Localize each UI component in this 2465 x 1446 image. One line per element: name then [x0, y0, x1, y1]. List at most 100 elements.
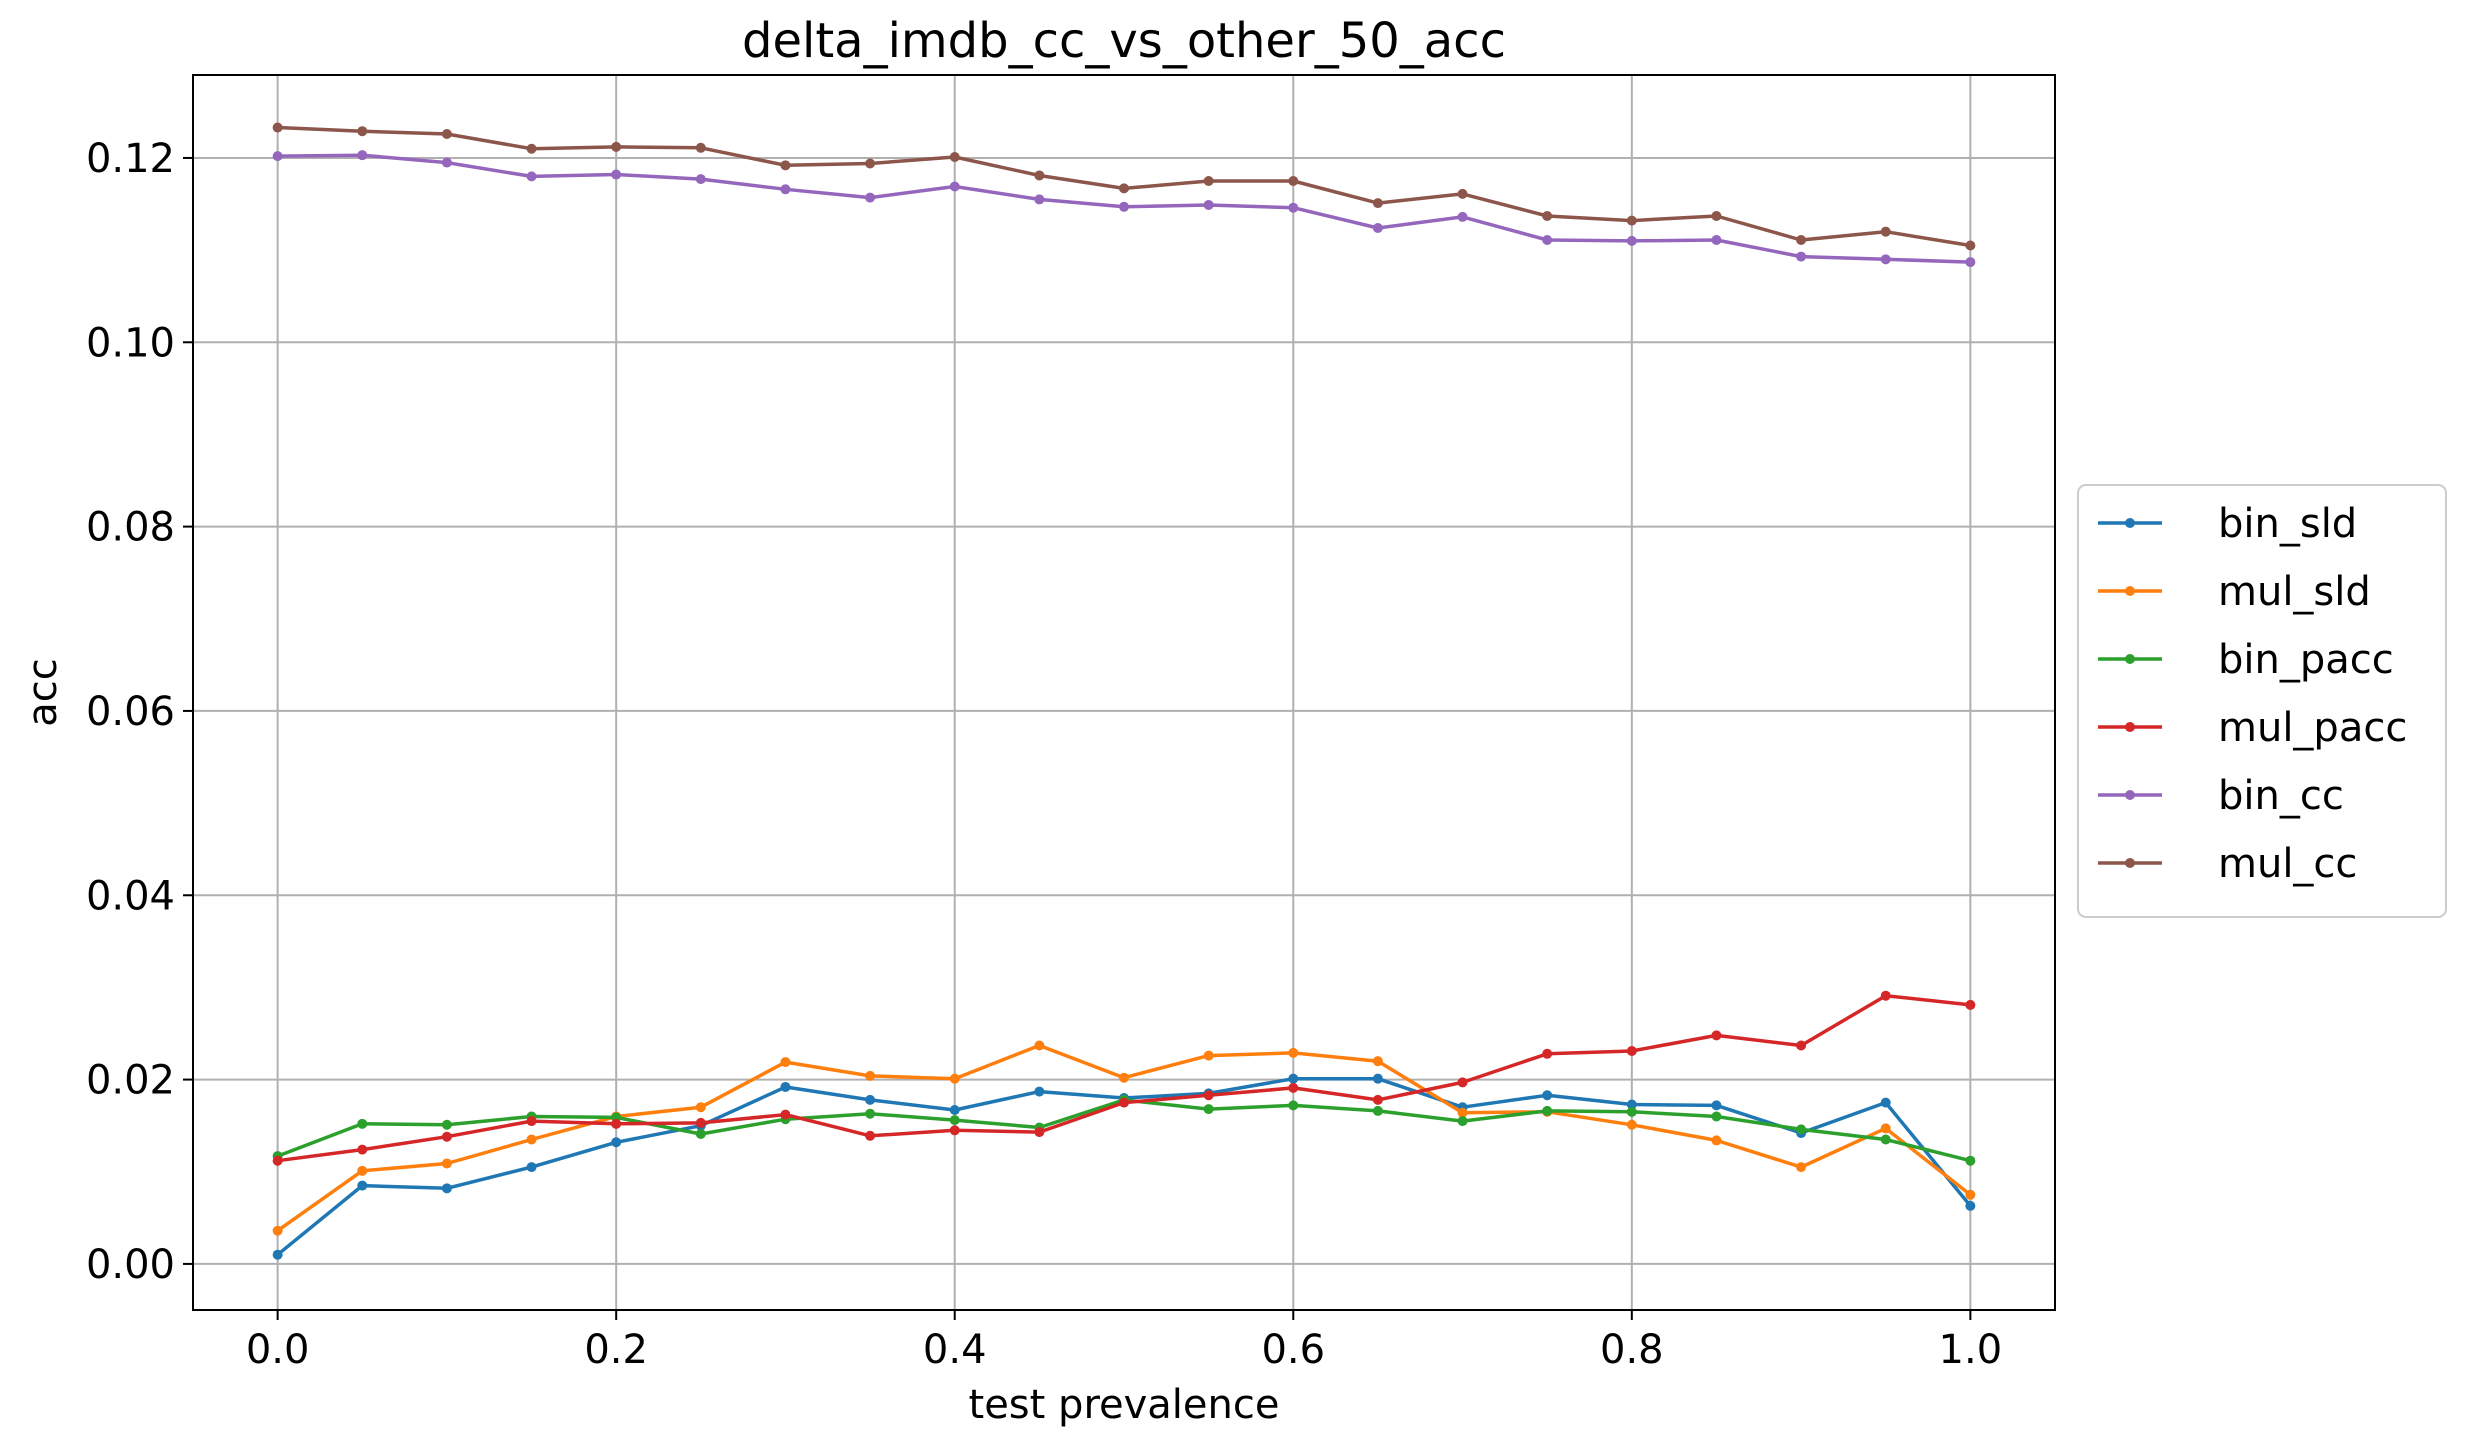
data-point — [272, 1155, 283, 1166]
data-point — [272, 1249, 283, 1260]
data-point — [865, 192, 876, 203]
data-point — [1626, 1046, 1637, 1057]
data-point — [1542, 1105, 1553, 1116]
x-tick-label: 0.8 — [1600, 1327, 1664, 1373]
data-point — [1626, 1099, 1637, 1110]
data-point — [1457, 1116, 1468, 1127]
data-point — [1372, 1073, 1383, 1084]
y-axis-label: acc — [20, 658, 66, 727]
data-point — [1119, 201, 1129, 212]
data-point — [1880, 226, 1891, 237]
data-point — [780, 1057, 791, 1068]
data-point — [272, 122, 283, 133]
y-tick-label: 0.06 — [86, 689, 175, 735]
legend-marker — [2125, 518, 2135, 528]
data-point — [526, 171, 537, 182]
data-point — [1372, 1056, 1383, 1067]
legend-marker — [2125, 858, 2135, 868]
data-point — [611, 1118, 622, 1129]
data-point — [780, 160, 791, 171]
data-point — [1626, 235, 1637, 246]
data-point — [1965, 1155, 1976, 1166]
data-point — [1626, 1119, 1637, 1130]
legend-box — [2077, 484, 2447, 918]
data-point — [695, 174, 706, 185]
data-point — [357, 1144, 368, 1155]
data-point — [1626, 215, 1637, 226]
data-point — [1034, 1127, 1045, 1138]
data-point — [1965, 999, 1976, 1010]
data-point — [1711, 1030, 1722, 1041]
data-point — [1034, 170, 1045, 181]
data-point — [1880, 1134, 1891, 1145]
data-point — [441, 1183, 452, 1194]
legend-label: mul_pacc — [2218, 705, 2407, 751]
legend-item: mul_sld — [2098, 569, 2371, 615]
data-point — [526, 1116, 537, 1127]
data-point — [1372, 198, 1383, 209]
data-point — [949, 1073, 960, 1084]
data-point — [1711, 1100, 1722, 1111]
legend: bin_sld mul_sld bin_pacc mul_pacc bin_cc mul_… — [2077, 484, 2447, 918]
series-bin-cc — [272, 150, 1976, 268]
data-point — [1542, 211, 1553, 222]
series-lines — [272, 122, 1976, 1260]
y-tick-label: 0.02 — [86, 1058, 175, 1104]
data-point — [949, 181, 960, 192]
legend-label: bin_pacc — [2218, 637, 2394, 683]
data-point — [865, 1094, 876, 1105]
data-point — [611, 141, 622, 152]
y-tick-label: 0.08 — [86, 505, 175, 551]
data-point — [1965, 1200, 1976, 1211]
data-point — [780, 1081, 791, 1092]
x-tick-label: 0.2 — [584, 1327, 648, 1373]
y-tick-label: 0.04 — [86, 873, 175, 919]
y-tick-label: 0.10 — [86, 320, 175, 366]
legend-item: mul_cc — [2098, 841, 2357, 887]
data-point — [1288, 1073, 1299, 1084]
data-point — [1880, 990, 1891, 1001]
data-point — [1288, 202, 1299, 213]
data-point — [865, 158, 876, 169]
data-point — [949, 1125, 960, 1136]
data-point — [1711, 211, 1722, 222]
legend-label: bin_sld — [2218, 501, 2357, 547]
data-point — [1203, 199, 1214, 210]
data-point — [441, 1119, 452, 1130]
data-point — [1372, 1094, 1383, 1105]
legend-label: bin_cc — [2218, 773, 2344, 819]
x-tick-label: 0.6 — [1261, 1327, 1325, 1373]
data-point — [1119, 1097, 1129, 1108]
data-point — [357, 1165, 368, 1176]
x-tick-label: 0.0 — [246, 1327, 310, 1373]
data-point — [1457, 1077, 1468, 1088]
data-point — [1711, 1135, 1722, 1146]
data-point — [1119, 183, 1129, 194]
data-point — [1203, 1050, 1214, 1061]
data-point — [1542, 1090, 1553, 1101]
data-point — [357, 1118, 368, 1129]
data-point — [1288, 1100, 1299, 1111]
series-mul-pacc — [272, 990, 1976, 1166]
legend-item: bin_sld — [2098, 501, 2357, 547]
data-point — [441, 1158, 452, 1169]
data-point — [441, 1131, 452, 1142]
data-point — [1711, 234, 1722, 245]
data-point — [1372, 222, 1383, 233]
data-point — [1457, 211, 1468, 222]
series-mul-cc — [272, 122, 1976, 251]
data-point — [1288, 1047, 1299, 1058]
y-tick-label: 0.12 — [86, 136, 175, 182]
data-point — [949, 152, 960, 163]
data-point — [1796, 1162, 1807, 1173]
data-point — [1965, 240, 1976, 251]
chart-title: delta_imdb_cc_vs_other_50_acc — [742, 13, 1506, 69]
data-point — [780, 1109, 791, 1120]
data-point — [526, 143, 537, 154]
data-point — [611, 1137, 622, 1148]
data-point — [357, 126, 368, 137]
data-point — [695, 1128, 706, 1139]
data-point — [1457, 1107, 1468, 1118]
data-point — [949, 1115, 960, 1126]
data-point — [695, 1117, 706, 1128]
